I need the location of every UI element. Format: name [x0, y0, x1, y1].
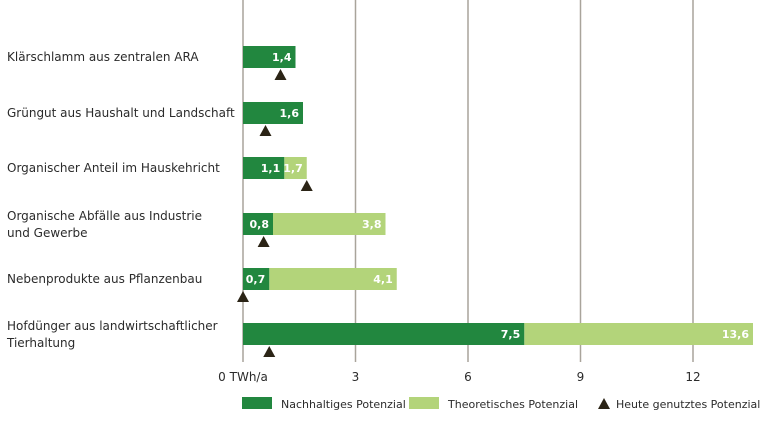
marker-used-triangle — [275, 69, 287, 80]
data-label-theoretical: 4,1 — [373, 273, 393, 286]
marker-used-triangle — [301, 180, 313, 191]
data-label-theoretical: 13,6 — [722, 328, 749, 341]
x-tick-label: 9 — [577, 370, 585, 384]
category-label: Tierhaltung — [6, 336, 75, 350]
marker-used-triangle — [260, 125, 272, 136]
data-label-theoretical: 1,7 — [283, 162, 303, 175]
category-label: Nebenprodukte aus Pflanzenbau — [7, 272, 202, 286]
category-label: Organische Abfälle aus Industrie — [7, 209, 202, 223]
chart: 0 TWh/a 3 6 9 12 Klärschlamm aus zentralen AR… — [0, 0, 760, 440]
category-label: Hofdünger aus landwirtschaftlicher — [7, 319, 218, 333]
x-tick-label: 12 — [685, 370, 700, 384]
x-tick-label: 0 TWh/a — [218, 370, 268, 384]
legend-label-sustainable: Nachhaltiges Potenzial — [281, 398, 406, 411]
category-label: Grüngut aus Haushalt und Landschaft — [7, 106, 235, 120]
bar-theoretical — [524, 323, 753, 345]
x-tick-label: 6 — [464, 370, 472, 384]
category-label: Klärschlamm aus zentralen ARA — [7, 50, 199, 64]
legend-label-used: Heute genutztes Potenzial — [616, 398, 760, 411]
legend-swatch-sustainable — [242, 397, 272, 409]
marker-used-triangle — [263, 346, 275, 357]
category-label: und Gewerbe — [7, 226, 87, 240]
legend-triangle-icon — [598, 398, 610, 409]
data-label-sustainable: 7,5 — [501, 328, 521, 341]
data-label-sustainable: 1,6 — [280, 107, 300, 120]
legend-label-theoretical: Theoretisches Potenzial — [447, 398, 578, 411]
category-label: Organischer Anteil im Hauskehricht — [7, 161, 220, 175]
marker-used-triangle — [258, 236, 270, 247]
data-label-sustainable: 1,4 — [272, 51, 292, 64]
data-label-sustainable: 0,8 — [250, 218, 270, 231]
bar-sustainable — [243, 323, 524, 345]
data-label-theoretical: 3,8 — [362, 218, 382, 231]
legend-swatch-theoretical — [409, 397, 439, 409]
marker-used-triangle — [237, 291, 249, 302]
x-tick-label: 3 — [352, 370, 360, 384]
data-label-sustainable: 0,7 — [246, 273, 266, 286]
data-label-sustainable: 1,1 — [261, 162, 281, 175]
